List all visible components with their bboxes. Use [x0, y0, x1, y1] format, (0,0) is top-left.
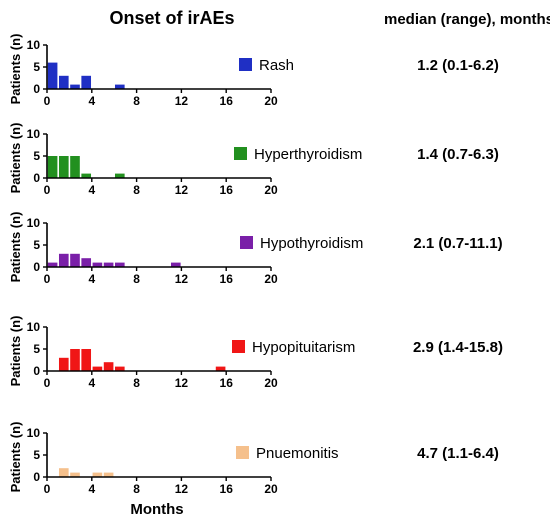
x-tick-label: 8 [133, 482, 140, 496]
legend-swatch-hyperthyroidism [234, 147, 247, 160]
bar-hypothyroidism [170, 262, 181, 267]
median-range-hyperthyroidism: 1.4 (0.7-6.3) [417, 146, 499, 163]
x-tick-label: 12 [175, 482, 189, 496]
x-tick-label: 0 [44, 272, 51, 286]
x-tick-label: 12 [175, 272, 189, 286]
y-tick-label: 10 [27, 426, 41, 440]
bar-hypopituitarism [114, 366, 125, 371]
bar-pnuemonitis [103, 472, 114, 477]
bar-hyperthyroidism [114, 173, 125, 178]
y-tick-label: 5 [33, 149, 40, 163]
x-tick-label: 16 [220, 272, 234, 286]
y-tick-label: 10 [27, 127, 41, 141]
bar-hypopituitarism [70, 349, 80, 371]
x-tick-label: 8 [133, 272, 140, 286]
y-axis-label: Patients (n) [8, 316, 23, 387]
x-tick-label: 20 [264, 183, 278, 197]
bar-pnuemonitis [70, 472, 80, 477]
median-column-header: median (range), months [384, 11, 550, 28]
x-tick-label: 16 [220, 94, 234, 108]
x-tick-label: 0 [44, 482, 51, 496]
x-tick-label: 4 [88, 272, 95, 286]
y-axis-label: Patients (n) [8, 212, 23, 283]
bar-rash [81, 75, 92, 89]
y-tick-label: 10 [27, 320, 41, 334]
x-tick-label: 4 [88, 183, 95, 197]
legend-label-pnuemonitis: Pnuemonitis [256, 445, 339, 462]
bar-hypothyroidism [92, 262, 103, 267]
y-tick-label: 0 [33, 171, 40, 185]
x-tick-label: 4 [88, 376, 95, 390]
chart-panels: 0 4 8 12 16 20 0 5 10 Patients (n) Rash 1.2 (0.1-6.… [8, 34, 503, 496]
bar-hypopituitarism [103, 362, 114, 371]
bar-hyperthyroidism [58, 156, 69, 178]
y-tick-label: 0 [33, 260, 40, 274]
bar-rash [47, 62, 58, 89]
x-axis-label: Months [130, 501, 183, 518]
bar-hypothyroidism [58, 253, 69, 267]
bar-hyperthyroidism [70, 156, 80, 178]
figure-title: Onset of irAEs [109, 8, 234, 28]
x-tick-label: 4 [88, 94, 95, 108]
x-tick-label: 8 [133, 183, 140, 197]
x-tick-label: 12 [175, 183, 189, 197]
bar-pnuemonitis [92, 472, 103, 477]
x-tick-label: 0 [44, 183, 51, 197]
x-tick-label: 20 [264, 94, 278, 108]
y-tick-label: 0 [33, 470, 40, 484]
legend-swatch-pnuemonitis [236, 446, 249, 459]
bar-hypothyroidism [103, 262, 114, 267]
bar-pnuemonitis [58, 468, 69, 477]
bar-hypopituitarism [92, 366, 103, 371]
bar-hypothyroidism [70, 253, 80, 267]
bar-hypothyroidism [47, 262, 58, 267]
y-axis-label: Patients (n) [8, 123, 23, 194]
legend-label-hypopituitarism: Hypopituitarism [252, 339, 355, 356]
median-range-pnuemonitis: 4.7 (1.1-6.4) [417, 445, 499, 462]
legend-label-rash: Rash [259, 57, 294, 74]
x-tick-label: 8 [133, 376, 140, 390]
bar-hypopituitarism [81, 349, 92, 371]
x-tick-label: 16 [220, 376, 234, 390]
x-tick-label: 8 [133, 94, 140, 108]
legend-label-hyperthyroidism: Hyperthyroidism [254, 146, 362, 163]
bar-hyperthyroidism [81, 173, 92, 178]
bar-hypopituitarism [58, 357, 69, 371]
x-tick-label: 4 [88, 482, 95, 496]
median-range-hypopituitarism: 2.9 (1.4-15.8) [413, 339, 503, 356]
bar-hypothyroidism [114, 262, 125, 267]
y-axis-label: Patients (n) [8, 422, 23, 493]
x-tick-label: 16 [220, 482, 234, 496]
bar-rash [114, 84, 125, 89]
legend-label-hypothyroidism: Hypothyroidism [260, 235, 363, 252]
x-tick-label: 0 [44, 94, 51, 108]
legend-swatch-hypothyroidism [240, 236, 253, 249]
x-tick-label: 16 [220, 183, 234, 197]
y-tick-label: 10 [27, 38, 41, 52]
y-tick-label: 5 [33, 448, 40, 462]
y-tick-label: 5 [33, 238, 40, 252]
y-axis-label: Patients (n) [8, 34, 23, 105]
median-range-rash: 1.2 (0.1-6.2) [417, 57, 499, 74]
y-tick-label: 0 [33, 82, 40, 96]
y-tick-label: 0 [33, 364, 40, 378]
legend-swatch-rash [239, 58, 252, 71]
x-tick-label: 20 [264, 272, 278, 286]
y-tick-label: 10 [27, 216, 41, 230]
bar-hypopituitarism [215, 366, 226, 371]
x-tick-label: 12 [175, 376, 189, 390]
legend-swatch-hypopituitarism [232, 340, 245, 353]
y-tick-label: 5 [33, 342, 40, 356]
bar-rash [58, 75, 69, 89]
x-tick-label: 20 [264, 376, 278, 390]
median-range-hypothyroidism: 2.1 (0.7-11.1) [413, 235, 502, 252]
x-tick-label: 0 [44, 376, 51, 390]
y-tick-label: 5 [33, 60, 40, 74]
bar-hyperthyroidism [47, 156, 58, 178]
x-tick-label: 20 [264, 482, 278, 496]
x-tick-label: 12 [175, 94, 189, 108]
bar-rash [70, 84, 80, 89]
bar-hypothyroidism [81, 258, 92, 267]
